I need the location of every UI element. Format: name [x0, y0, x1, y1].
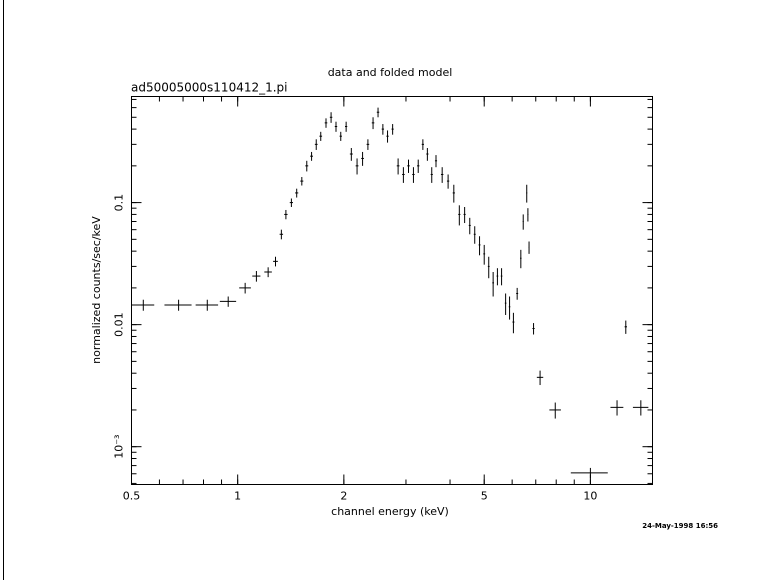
x-axis-label: channel energy (keV) [331, 505, 449, 518]
chart-subtitle: ad50005000s110412_1.pi [131, 81, 288, 95]
x-tick-label: 10 [583, 490, 597, 503]
y-tick-label: 10⁻³ [113, 435, 126, 459]
chart-title: data and folded model [328, 66, 453, 79]
x-tick-label: 2 [340, 490, 347, 503]
x-tick-label: 5 [481, 490, 488, 503]
y-tick-label: 0.1 [113, 194, 126, 212]
y-tick-label: 0.01 [113, 312, 126, 337]
plot-frame [131, 96, 653, 485]
x-tick-label: 1 [234, 490, 241, 503]
y-axis-label: normalized counts/sec/keV [90, 216, 103, 364]
timestamp: 24-May-1998 16:56 [642, 522, 718, 530]
x-tick-label: 0.5 [123, 490, 141, 503]
